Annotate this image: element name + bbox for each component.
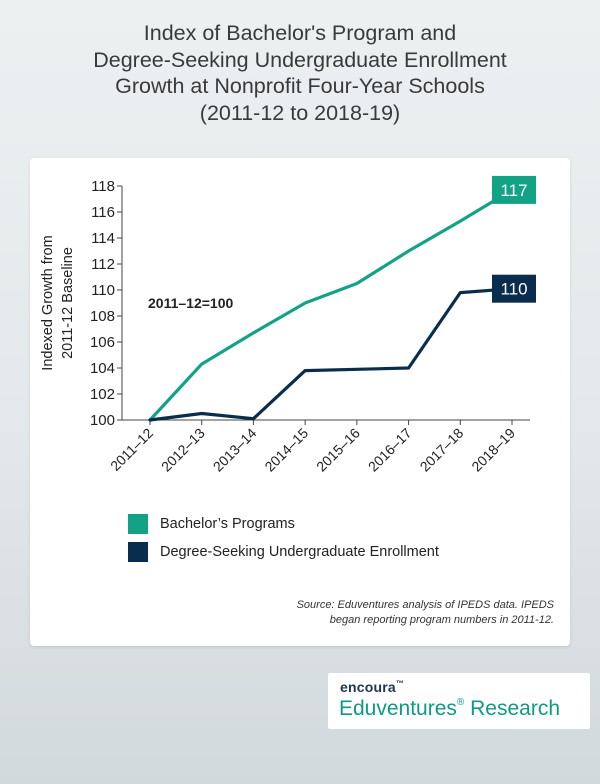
encoura-logo: encoura™ xyxy=(340,679,404,695)
legend-item-bachelors: Bachelor’s Programs xyxy=(128,510,439,538)
x-tick-label: 2016–17 xyxy=(365,425,415,475)
y-tick-label: 114 xyxy=(91,230,115,247)
y-tick-label: 116 xyxy=(91,204,115,221)
source-note: Source: Eduventures analysis of IPEDS da… xyxy=(234,598,554,628)
x-tick-label: 2014–15 xyxy=(261,425,311,475)
trademark-mark: ™ xyxy=(395,679,405,688)
series-line-bachelors xyxy=(148,188,514,422)
end-label-box xyxy=(492,175,536,204)
x-tick-label: 2011–12 xyxy=(107,425,156,474)
series-line-enrollment xyxy=(148,287,514,422)
source-line: Source: Eduventures analysis of IPEDS da… xyxy=(296,599,554,611)
registered-mark: ® xyxy=(456,697,465,708)
y-axis-label: 2011-12 Baseline xyxy=(60,247,76,359)
y-tick-label: 110 xyxy=(91,282,115,299)
title-line: (2011-12 to 2018-19) xyxy=(199,100,401,125)
y-tick-label: 112 xyxy=(91,256,115,273)
baseline-annotation: 2011–12=100 xyxy=(148,295,233,311)
brand-logo: encoura™ Eduventures® Research xyxy=(328,673,590,729)
title-line: Degree-Seeking Undergraduate Enrollment xyxy=(93,47,507,72)
legend-item-enrollment: Degree-Seeking Undergraduate Enrollment xyxy=(128,538,439,566)
encoura-wordmark: encoura xyxy=(340,679,396,695)
research-wordmark: Research xyxy=(464,697,561,720)
x-tick-label: 2015–16 xyxy=(313,425,363,475)
end-value-label: 110 xyxy=(500,280,527,299)
end-value-label: 117 xyxy=(500,181,527,200)
y-axis-label: Indexed Growth from xyxy=(40,235,56,370)
source-line: began reporting program numbers in 2011-… xyxy=(329,614,554,626)
x-tick-label: 2018–19 xyxy=(468,425,518,475)
legend-swatch-bachelors xyxy=(128,514,148,534)
legend-swatch-enrollment xyxy=(128,542,148,562)
y-tick-label: 108 xyxy=(90,308,115,325)
chart-title: Index of Bachelor's Program and Degree-S… xyxy=(0,20,600,126)
y-tick-label: 106 xyxy=(90,334,115,351)
x-tick-label: 2013–14 xyxy=(210,425,260,475)
legend-label-bachelors: Bachelor’s Programs xyxy=(160,516,295,532)
y-tick-label: 100 xyxy=(90,412,115,429)
x-tick-label: 2012–13 xyxy=(158,425,208,475)
legend-label-enrollment: Degree-Seeking Undergraduate Enrollment xyxy=(160,544,439,560)
title-line: Growth at Nonprofit Four-Year Schools xyxy=(115,74,485,98)
x-tick-label: 2017–18 xyxy=(417,425,467,475)
y-tick-label: 118 xyxy=(91,178,115,195)
end-label-box xyxy=(492,274,536,303)
chart-card: 100 102 104 106 108 110 112 114 116 118 2011–12 201… xyxy=(30,158,570,646)
eduventures-research-logo: Eduventures® Research xyxy=(339,697,560,721)
y-tick-label: 104 xyxy=(90,360,115,377)
y-tick-label: 102 xyxy=(90,386,115,403)
legend: Bachelor’s Programs Degree-Seeking Under… xyxy=(128,510,439,566)
title-line: Index of Bachelor's Program and xyxy=(143,21,457,45)
eduventures-wordmark: Eduventures xyxy=(339,697,457,720)
